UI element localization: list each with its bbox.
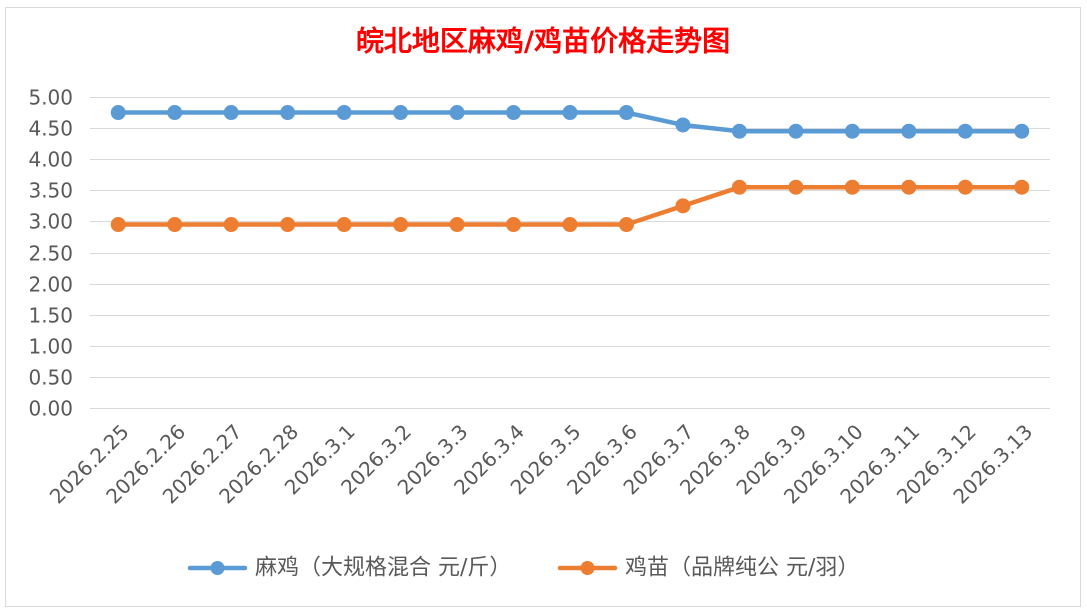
data-point bbox=[393, 217, 409, 233]
chart-title: 皖北地区麻鸡/鸡苗价格走势图 bbox=[356, 25, 730, 58]
data-point bbox=[223, 105, 239, 121]
data-point bbox=[731, 179, 747, 195]
data-point bbox=[336, 217, 352, 233]
data-point bbox=[110, 105, 126, 121]
series-layer bbox=[110, 105, 1030, 233]
y-tick-label: 0.50 bbox=[28, 366, 73, 390]
data-point bbox=[731, 123, 747, 139]
data-point bbox=[901, 123, 917, 139]
data-point bbox=[280, 105, 296, 121]
data-point bbox=[1014, 179, 1030, 195]
data-point bbox=[449, 217, 465, 233]
data-point bbox=[280, 217, 296, 233]
legend-item: 鸡苗（品牌纯公 元/羽） bbox=[557, 556, 859, 581]
legend-marker-icon bbox=[580, 561, 595, 575]
data-point bbox=[562, 105, 578, 121]
data-point bbox=[110, 217, 126, 233]
y-tick-label: 4.50 bbox=[28, 117, 73, 141]
data-point bbox=[844, 179, 860, 195]
legend-marker-icon bbox=[210, 561, 225, 575]
chart-border bbox=[5, 7, 1081, 607]
y-tick-label: 5.00 bbox=[28, 86, 73, 110]
data-point bbox=[562, 217, 578, 233]
data-point bbox=[618, 105, 634, 121]
data-point bbox=[957, 123, 973, 139]
data-point bbox=[506, 105, 522, 121]
y-tick-label: 2.50 bbox=[28, 242, 73, 266]
y-tick-label: 1.00 bbox=[28, 335, 73, 359]
data-point bbox=[675, 117, 691, 133]
legend: 麻鸡（大规格混合 元/斤） 鸡苗（品牌纯公 元/羽） bbox=[187, 556, 859, 581]
data-point bbox=[844, 123, 860, 139]
y-tick-label: 0.00 bbox=[28, 397, 73, 421]
data-point bbox=[901, 179, 917, 195]
y-axis-labels: 5.00 4.50 4.00 3.50 3.00 2.50 2.00 1.50 1.00 0.50… bbox=[28, 86, 73, 421]
y-tick-label: 2.00 bbox=[28, 273, 73, 297]
data-point bbox=[618, 217, 634, 233]
data-point bbox=[449, 105, 465, 121]
y-tick-label: 3.50 bbox=[28, 179, 73, 203]
y-tick-label: 3.00 bbox=[28, 210, 73, 234]
data-point bbox=[167, 105, 183, 121]
legend-label: 鸡苗（品牌纯公 元/羽） bbox=[625, 556, 859, 581]
data-point bbox=[675, 198, 691, 214]
data-point bbox=[957, 179, 973, 195]
gridlines bbox=[90, 97, 1050, 409]
price-series-2 bbox=[110, 179, 1030, 233]
legend-label: 麻鸡（大规格混合 元/斤） bbox=[255, 556, 511, 581]
data-point bbox=[506, 217, 522, 233]
data-point bbox=[788, 179, 804, 195]
y-tick-label: 1.50 bbox=[28, 304, 73, 328]
data-point bbox=[1014, 123, 1030, 139]
data-point bbox=[167, 217, 183, 233]
price-series-1 bbox=[110, 105, 1030, 139]
data-point bbox=[393, 105, 409, 121]
legend-item: 麻鸡（大规格混合 元/斤） bbox=[187, 556, 511, 581]
data-point bbox=[336, 105, 352, 121]
y-tick-label: 4.00 bbox=[28, 148, 73, 172]
data-point bbox=[223, 217, 239, 233]
data-point bbox=[788, 123, 804, 139]
